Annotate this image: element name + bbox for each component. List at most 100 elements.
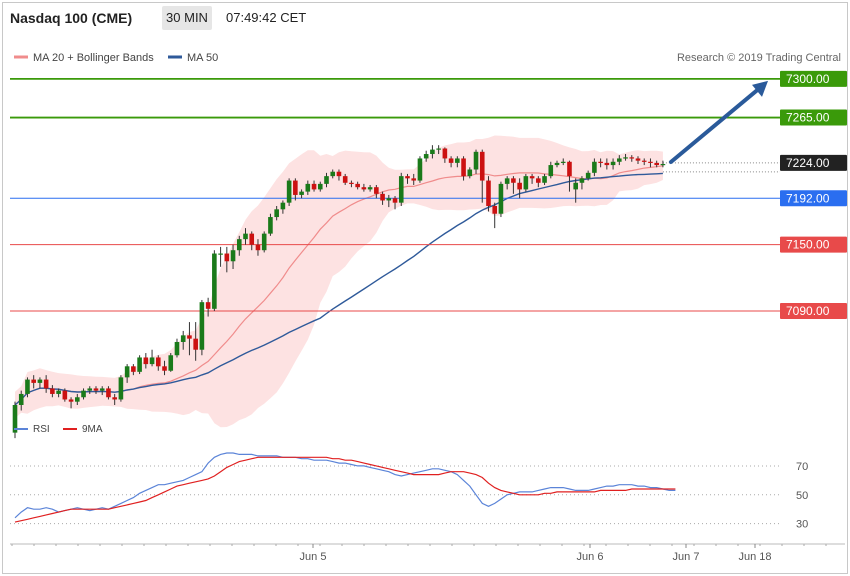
bull-candle [573,182,578,190]
bear-candle [311,183,317,190]
bull-candle [12,405,18,433]
bear-candle [50,388,55,394]
bull-candle [87,388,93,391]
rsi-tick-label: 30 [796,519,808,531]
bear-candle [62,390,68,400]
bear-candle [405,176,410,179]
bear-candle [224,253,230,262]
bull-candle [386,198,392,201]
bull-candle [37,379,43,383]
ma50-legend-label: MA 50 [187,52,218,64]
rsi-tick-label: 70 [796,461,808,473]
bull-candle [305,183,311,192]
level-label-current: 7224.00 [786,156,830,170]
bull-candle [199,302,205,350]
level-label-pivot: 7192.00 [786,191,830,205]
bull-candle [286,180,292,203]
ma20-legend-label: MA 20 + Bollinger Bands [33,52,154,64]
projection-arrow-shaft [668,85,762,164]
bear-candle [106,388,111,398]
bear-candle [492,205,498,214]
bull-candle [56,390,61,394]
bull-candle [81,390,86,398]
bear-candle [336,171,342,177]
level-label-target: 7265.00 [786,111,830,125]
bear-candle [448,158,454,163]
bull-candle [592,161,597,173]
bull-candle [585,172,591,179]
bear-candle [93,388,99,391]
bear-candle [461,158,466,177]
bear-candle [486,180,491,206]
bear-candle [648,161,653,163]
bull-candle [324,176,329,184]
time-tick-label: Jun 5 [300,551,327,563]
bull-candle [560,161,566,163]
bear-candle [479,151,485,181]
level-tag-support [780,303,847,320]
timeframe-badge[interactable]: 30 MIN [162,6,212,30]
time-axis: Jun 5 Jun 6 Jun 7 Jun 18 [10,543,845,563]
level-tag-current [780,154,847,171]
bull-candle [236,239,242,251]
level-label-target: 7300.00 [786,72,830,86]
bull-candle [455,158,460,163]
bear-candle [131,366,136,372]
bull-candle [299,191,304,195]
bull-candle [25,379,30,394]
bear-candle [355,183,360,188]
bull-candle [261,233,267,251]
bear-candle [374,187,379,194]
bear-candle [629,157,635,159]
time-tick-label: Jun 7 [673,551,700,563]
price-panel: 7300.00 7265.00 7224.00 7192.00 7150.00 7090.… [10,70,847,439]
bull-candle [118,377,124,400]
bull-candle [579,178,585,183]
bull-candle [504,178,510,184]
bear-candle [517,182,522,190]
bear-candle [193,338,198,350]
bull-candle [137,357,142,372]
bear-candle [392,198,398,203]
bear-candle [68,399,74,402]
bull-candle [617,158,622,162]
bull-candle [243,233,248,240]
bull-candle [268,217,273,234]
bull-candle [330,171,336,177]
level-label-support: 7150.00 [786,238,830,252]
bull-candle [367,187,373,190]
level-label-support: 7090.00 [786,304,830,318]
bull-candle [548,165,554,177]
copyright-text: Research © 2019 Trading Central [677,52,841,64]
projection-arrow-head [752,80,768,97]
bear-candle [511,178,516,183]
bear-candle [187,335,192,339]
bear-candle [635,158,641,161]
bear-candle [143,357,149,365]
bull-candle [542,176,547,183]
bear-candle [567,161,572,177]
level-tag-target [780,109,847,126]
bear-candle [342,176,348,183]
rsi-line [14,452,676,519]
bull-candle [610,161,616,166]
bull-candle [623,157,628,159]
bear-candle [155,357,161,367]
bull-candle [473,151,479,170]
level-tag-target [780,70,847,87]
ma9-legend-label: 9MA [82,424,103,435]
bull-candle [18,393,24,405]
bull-candle [554,162,560,166]
bull-candle [124,366,130,378]
bull-candle [230,250,236,262]
bear-candle [293,180,298,195]
bull-candle [660,163,666,166]
bear-candle [361,187,367,190]
bull-candle [212,253,217,309]
bull-candle [180,335,186,342]
bear-candle [162,366,167,371]
bear-candle [255,244,261,251]
bear-candle [442,148,448,159]
